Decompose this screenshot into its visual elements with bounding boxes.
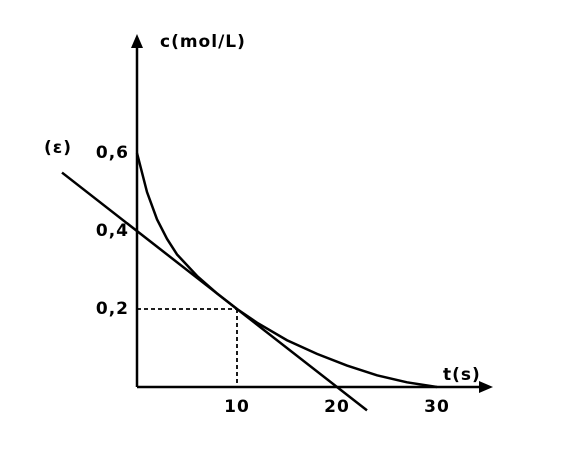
x-axis-label: t(s) — [443, 365, 481, 385]
annotation: (ε) — [44, 138, 72, 158]
y-tick-label: 0,2 — [96, 299, 129, 319]
x-arrow — [479, 381, 493, 393]
y-arrow — [131, 34, 143, 48]
y-tick-label: 0,4 — [96, 221, 129, 241]
x-tick-label: 30 — [424, 397, 450, 417]
x-tick-label: 10 — [224, 397, 250, 417]
y-tick-label: 0,6 — [96, 143, 129, 163]
curve — [61, 171, 368, 412]
y-axis-label: c(mol/L) — [160, 32, 246, 52]
curve — [135, 152, 438, 389]
x-tick-label: 20 — [324, 397, 350, 417]
